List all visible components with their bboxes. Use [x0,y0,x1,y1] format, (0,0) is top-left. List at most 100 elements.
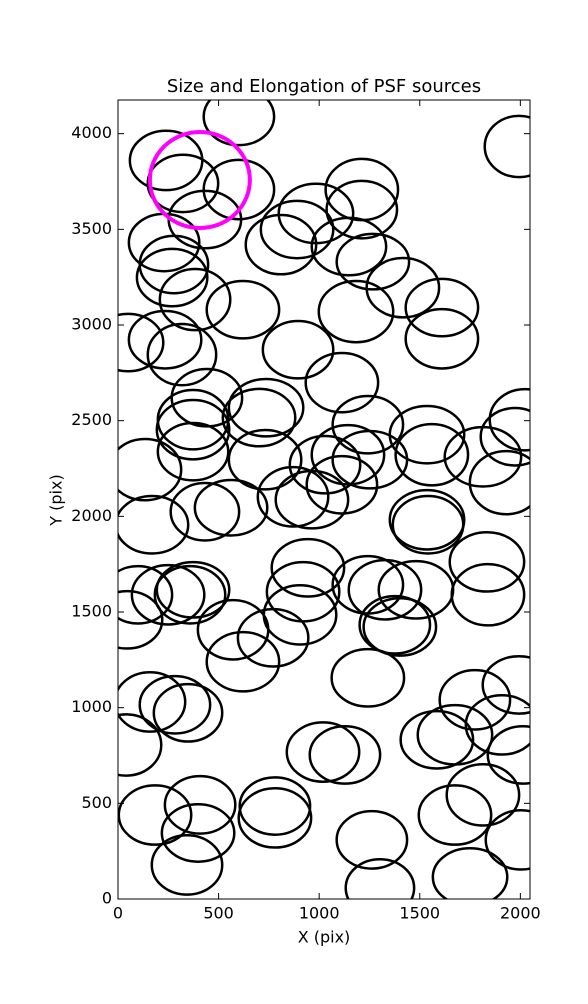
psf-ellipse [468,449,530,516]
chart-title: Size and Elongation of PSF sources [167,76,481,97]
psf-ellipse [118,589,164,650]
psf-ellipse [118,494,190,555]
y-tick-label: 2000 [71,506,112,525]
psf-ellipse [236,607,310,668]
y-tick-label: 3000 [71,315,112,334]
psf-ellipse [118,312,165,373]
y-tick-label: 3500 [71,219,112,238]
psf-ellipse [310,216,388,277]
psf-ellipse [331,429,409,490]
psf-ellipse [158,267,232,332]
psf-ellipse [317,279,395,344]
x-axis-label: X (pix) [298,928,351,947]
psf-ellipse [330,647,406,708]
highlight-circle [147,129,252,231]
psf-ellipse [335,232,411,291]
plot-area [118,100,530,899]
y-tick-label: 4000 [71,123,112,142]
psf-ellipse [483,114,530,179]
psf-ellipse [394,422,470,487]
psf-ellipse [344,857,416,899]
psf-ellipse [484,808,530,871]
psf-ellipse [259,199,335,260]
psf-ellipse [481,654,530,715]
psf-ellipse [308,724,382,785]
psf-ellipse [205,279,281,340]
psf-ellipse [404,307,480,370]
psf-ellipse [261,319,335,380]
psf-ellipse [118,713,163,777]
psf-ellipse [202,100,276,147]
psf-ellipse [155,560,231,619]
psf-ellipse [237,786,313,849]
psf-ellipse [135,247,209,308]
psf-ellipse [221,387,297,448]
x-tick-label: 1500 [399,904,440,923]
psf-ellipse [118,671,187,733]
psf-ellipse [138,674,212,735]
psf-ellipse [331,394,405,455]
psf-ellipse [347,558,423,621]
psf-ellipse [404,277,480,338]
psf-ellipse [270,537,346,598]
psf-ellipse [358,594,432,655]
psf-ellipse [365,256,441,319]
y-tick-label: 1000 [71,697,112,716]
psf-ellipse [118,437,183,502]
psf-ellipse [335,809,409,870]
x-tick-label: 0 [113,904,123,923]
psf-ellipse [227,428,303,491]
psf-ellipse [285,721,361,783]
psf-ellipse [310,423,386,486]
psf-ellipse [438,668,512,731]
psf-ellipse [445,763,521,827]
psf-ellipse [325,179,399,240]
psf-ellipse [156,421,230,482]
psf-ellipse [305,454,379,515]
psf-ellipse [417,784,493,846]
psf-ellipse [256,465,330,528]
psf-ellipse [130,563,206,626]
psf-ellipse [150,834,224,896]
x-tick-label: 2000 [500,904,541,923]
psf-ellipse [479,406,530,467]
psf-ellipse [486,724,530,785]
psf-ellipse [274,469,350,530]
psf-ellipse [377,559,455,620]
psf-ellipse [443,425,523,488]
psf-ellipse [118,564,174,625]
psf-ellipse [238,776,312,836]
axes-frame [117,99,531,900]
psf-ellipse [118,784,193,846]
psf-ellipse [288,434,362,495]
psf-ellipse [205,630,281,693]
psf-ellipse [196,598,270,661]
psf-ellipse [153,564,227,625]
psf-ellipse [227,377,305,438]
psf-ellipse [202,158,276,221]
psf-ellipse [146,153,220,214]
psf-ellipse [388,488,466,551]
x-tick-label: 1000 [299,904,340,923]
psf-ellipse [146,322,218,387]
psf-ellipse [169,481,241,542]
y-tick-label: 500 [81,793,112,812]
psf-ellipse [416,703,494,766]
psf-ellipse [448,530,526,593]
psf-ellipse [163,774,237,835]
y-tick-label: 2500 [71,410,112,429]
y-tick-label: 1500 [71,602,112,621]
psf-ellipse [304,351,380,414]
psf-ellipse [464,693,530,756]
psf-ellipse [244,213,318,276]
psf-ellipse [399,709,475,770]
psf-ellipse [391,494,465,555]
psf-ellipse [127,309,203,370]
psf-ellipse [431,847,509,899]
x-tick-label: 500 [203,904,234,923]
psf-ellipse [152,682,224,743]
psf-ellipse [488,387,530,452]
psf-ellipse [362,596,438,657]
